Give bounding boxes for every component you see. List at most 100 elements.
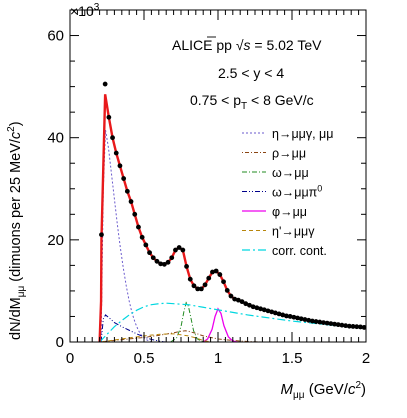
- data-point: [243, 301, 249, 307]
- data-point: [261, 307, 267, 313]
- data-point: [202, 282, 208, 288]
- data-point: [228, 293, 234, 299]
- x-tick-label: 1: [214, 350, 222, 367]
- data-point: [132, 211, 138, 217]
- data-point: [121, 176, 127, 181]
- data-point: [221, 279, 226, 285]
- legend-label-omega: ω→μμ: [272, 166, 309, 180]
- data-point: [321, 320, 326, 325]
- data-point: [99, 232, 104, 238]
- data-point: [250, 304, 256, 310]
- experiment-label: ALICE pp √s = 5.02 TeV: [172, 37, 322, 53]
- y-axis-title: dN/dMμμ (dimuons per 25 MeV/c2): [6, 121, 27, 340]
- data-point: [258, 306, 263, 312]
- legend-label-etaprime: η'→μμγ: [272, 225, 315, 239]
- data-point: [291, 314, 297, 320]
- x-tick-label: 1.5: [282, 350, 303, 367]
- data-point: [346, 323, 352, 329]
- legend-label-corr: corr. cont.: [272, 244, 327, 258]
- data-point: [191, 283, 197, 289]
- x-tick-label: 0.5: [134, 350, 155, 367]
- data-point: [147, 250, 152, 256]
- y-tick-label: 60: [47, 28, 64, 45]
- data-point: [239, 299, 245, 305]
- data-point: [254, 305, 260, 311]
- data-point: [206, 275, 212, 281]
- data-point: [306, 317, 312, 323]
- data-point: [265, 308, 271, 314]
- data-point: [317, 319, 323, 325]
- data-point: [176, 245, 182, 250]
- data-point: [198, 286, 204, 292]
- data-point: [324, 320, 330, 326]
- data-point: [187, 276, 193, 282]
- data-point: [335, 322, 341, 328]
- data-point: [169, 255, 175, 261]
- legend-label-rho: ρ→μμ: [272, 147, 306, 161]
- data-point: [361, 325, 367, 330]
- x-axis-title: Mμμ (GeV/c2): [281, 380, 366, 401]
- data-point: [358, 324, 363, 330]
- y-tick-label: 0: [56, 334, 64, 351]
- rapidity-label: 2.5 < y < 4: [218, 65, 284, 81]
- legend-label-phi: φ→μμ: [272, 205, 307, 219]
- data-point: [247, 302, 252, 308]
- data-point: [143, 242, 149, 248]
- data-point: [195, 286, 201, 292]
- data-point: [298, 316, 304, 322]
- data-point: [276, 311, 282, 317]
- data-point: [232, 296, 238, 302]
- series-phi-line: [202, 307, 238, 343]
- y-tick-label: 40: [47, 130, 64, 147]
- data-point: [224, 288, 230, 293]
- data-point: [235, 297, 241, 303]
- data-point: [217, 272, 223, 277]
- data-point: [161, 261, 167, 267]
- pt-range-label: 0.75 < pT < 8 GeV/c: [190, 92, 314, 112]
- data-point: [213, 268, 219, 274]
- series-omega-line: [170, 301, 204, 343]
- data-point: [124, 188, 130, 194]
- data-point: [309, 318, 315, 324]
- data-point: [158, 261, 164, 267]
- data-point: [173, 247, 178, 253]
- data-point: [110, 135, 115, 141]
- data-point: [295, 315, 300, 321]
- series-rho-line: [99, 330, 263, 343]
- data-point: [339, 322, 345, 328]
- data-points: [99, 81, 367, 330]
- data-point: [272, 310, 278, 316]
- x-tick-label: 0: [66, 350, 74, 367]
- y-axis-ticks: 0 20 40 60: [47, 9, 366, 351]
- legend: η→μμγ, μμ ρ→μμ ω→μμ ω→μμπ0 φ→μμ η'→μμγ corr. c…: [242, 127, 333, 258]
- data-point: [139, 234, 145, 240]
- series-etaprime-line: [101, 333, 211, 343]
- series-omegadalitz-line: [100, 314, 167, 343]
- data-point: [117, 163, 123, 169]
- data-point: [165, 259, 171, 265]
- series-corr-line: [99, 302, 367, 343]
- x-tick-label: 2: [362, 350, 370, 367]
- y-tick-label: 20: [47, 232, 64, 249]
- data-point: [284, 313, 289, 319]
- legend-label-omegadalitz: ω→μμπ0: [272, 184, 322, 200]
- x-axis-ticks: 0 0.5 1 1.5 2: [66, 10, 370, 367]
- data-point: [128, 199, 134, 204]
- data-point: [269, 309, 275, 315]
- data-point: [287, 314, 293, 319]
- data-point: [113, 150, 119, 156]
- data-point: [106, 114, 112, 120]
- data-point: [102, 81, 108, 87]
- data-point: [302, 317, 308, 322]
- data-point: [180, 247, 186, 253]
- data-point: [350, 324, 356, 329]
- data-point: [343, 323, 349, 329]
- data-point: [154, 258, 160, 264]
- data-point: [332, 321, 337, 327]
- data-point: [136, 224, 141, 230]
- legend-label-eta: η→μμγ, μμ: [272, 127, 333, 141]
- data-point: [150, 255, 156, 261]
- data-point: [328, 321, 334, 327]
- data-point: [313, 319, 319, 324]
